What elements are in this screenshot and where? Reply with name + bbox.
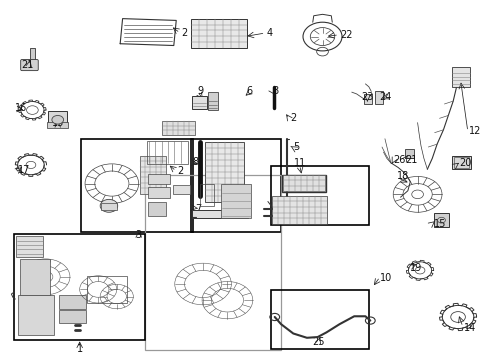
Text: 9: 9: [197, 86, 203, 96]
Bar: [30, 48, 35, 61]
Bar: [271, 290, 368, 349]
Text: 20: 20: [458, 158, 470, 168]
Text: 11: 11: [293, 158, 305, 168]
Bar: [101, 203, 117, 211]
Text: 21: 21: [405, 155, 417, 165]
Text: 7: 7: [194, 204, 201, 215]
Bar: [147, 140, 188, 164]
Bar: [148, 187, 169, 198]
Text: 16: 16: [15, 103, 27, 113]
Text: 17: 17: [18, 165, 30, 175]
FancyBboxPatch shape: [20, 59, 38, 71]
Text: 14: 14: [463, 323, 475, 333]
Bar: [140, 156, 166, 194]
Text: 24: 24: [379, 92, 391, 102]
Text: 18: 18: [396, 171, 408, 181]
Bar: [282, 175, 325, 192]
Text: 1: 1: [77, 343, 82, 354]
Text: 25: 25: [312, 337, 324, 347]
Bar: [48, 111, 67, 123]
Bar: [405, 149, 413, 158]
Bar: [81, 139, 193, 232]
Bar: [18, 296, 54, 335]
Bar: [59, 296, 86, 309]
Bar: [199, 184, 214, 206]
Text: 2: 2: [177, 166, 183, 176]
Text: 26: 26: [392, 155, 405, 165]
Bar: [148, 174, 169, 184]
Bar: [453, 157, 468, 168]
Bar: [451, 156, 470, 169]
Text: 4: 4: [266, 28, 272, 38]
Bar: [271, 166, 368, 225]
Bar: [192, 211, 248, 218]
Bar: [190, 19, 246, 48]
Bar: [207, 92, 217, 110]
Bar: [172, 185, 190, 194]
Bar: [161, 121, 194, 135]
Text: 2: 2: [290, 113, 296, 123]
Bar: [374, 91, 382, 104]
Bar: [190, 139, 281, 232]
Bar: [272, 196, 326, 224]
Circle shape: [100, 199, 118, 212]
Text: 8: 8: [192, 157, 198, 167]
Bar: [59, 310, 86, 323]
Bar: [205, 142, 244, 202]
Text: 5: 5: [293, 142, 299, 152]
Bar: [16, 235, 43, 257]
Text: 12: 12: [468, 126, 480, 135]
Bar: [221, 184, 251, 218]
Text: 8: 8: [272, 86, 278, 96]
Text: 3: 3: [135, 230, 142, 240]
Bar: [20, 259, 50, 295]
Text: 15: 15: [433, 219, 445, 229]
Text: 13: 13: [52, 118, 64, 128]
Text: 22: 22: [339, 30, 352, 40]
Bar: [148, 202, 166, 216]
Circle shape: [52, 116, 63, 124]
Text: 21: 21: [21, 59, 34, 69]
Bar: [47, 122, 68, 129]
Bar: [87, 276, 127, 303]
Bar: [282, 175, 325, 192]
Text: 19: 19: [409, 263, 422, 273]
Bar: [433, 213, 448, 227]
Bar: [144, 175, 281, 350]
Bar: [192, 96, 206, 109]
Text: 2: 2: [181, 28, 187, 38]
Bar: [14, 234, 145, 339]
Text: 23: 23: [361, 92, 373, 102]
Text: 6: 6: [246, 86, 252, 96]
Text: 10: 10: [379, 273, 391, 283]
Bar: [451, 67, 469, 87]
Bar: [363, 94, 371, 104]
